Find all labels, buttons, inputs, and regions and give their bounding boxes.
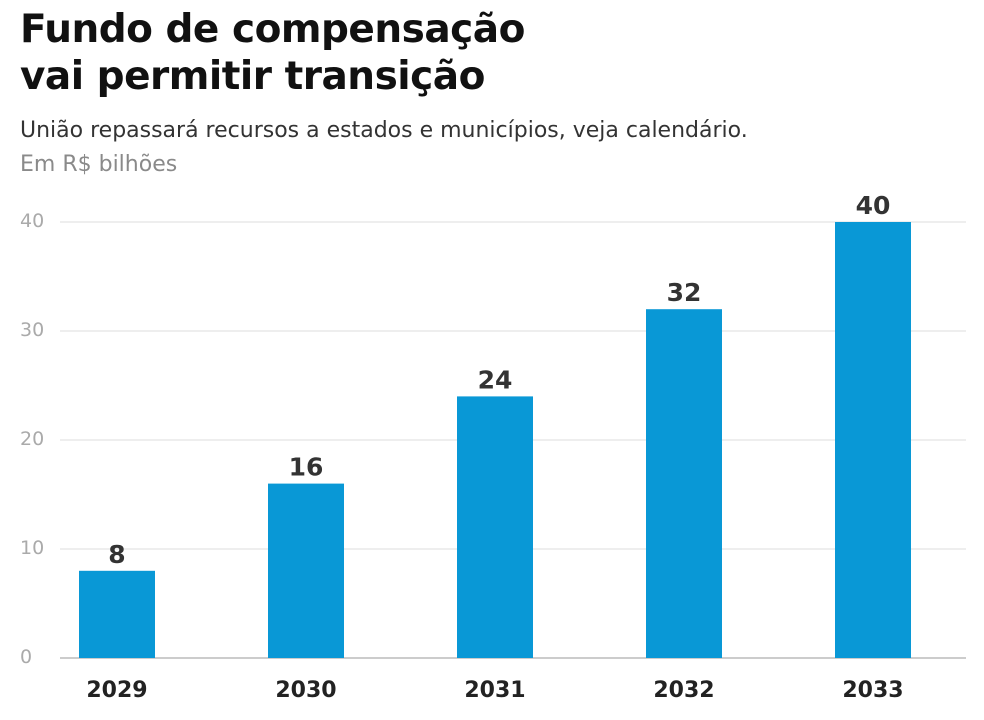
x-label-2033: 2033 xyxy=(842,678,903,703)
bar-2033 xyxy=(835,222,911,658)
chart-title-line-1: Fundo de compensação xyxy=(20,7,525,52)
y-tick-label-20: 20 xyxy=(20,428,44,450)
value-label-2031: 24 xyxy=(478,365,513,394)
chart-title: Fundo de compensação vai permitir transi… xyxy=(20,6,525,100)
y-tick-label-30: 30 xyxy=(20,319,44,341)
bar-2031 xyxy=(457,396,533,658)
y-tick-label-0: 0 xyxy=(20,646,32,668)
bar-2032 xyxy=(646,309,722,658)
y-axis-ticks: 0 10 20 30 40 xyxy=(20,210,44,668)
value-label-2029: 8 xyxy=(108,540,125,569)
x-label-2031: 2031 xyxy=(464,678,525,703)
x-axis-labels: 2029 2030 2031 2032 2033 xyxy=(86,678,903,703)
x-label-2032: 2032 xyxy=(653,678,714,703)
chart-unit-label: Em R$ bilhões xyxy=(20,152,178,177)
bar-2029 xyxy=(79,570,155,658)
chart-title-line-2: vai permitir transição xyxy=(20,54,485,99)
y-tick-label-10: 10 xyxy=(20,537,44,559)
x-label-2030: 2030 xyxy=(275,678,336,703)
bars xyxy=(79,222,911,658)
value-label-2030: 16 xyxy=(289,453,324,482)
y-tick-label-40: 40 xyxy=(20,210,44,232)
value-labels: 8 16 24 32 40 xyxy=(108,191,890,569)
x-label-2029: 2029 xyxy=(86,678,147,703)
chart-subtitle: União repassará recursos a estados e mun… xyxy=(20,118,748,143)
bar-2030 xyxy=(268,483,344,658)
value-label-2033: 40 xyxy=(856,191,891,220)
value-label-2032: 32 xyxy=(667,278,702,307)
